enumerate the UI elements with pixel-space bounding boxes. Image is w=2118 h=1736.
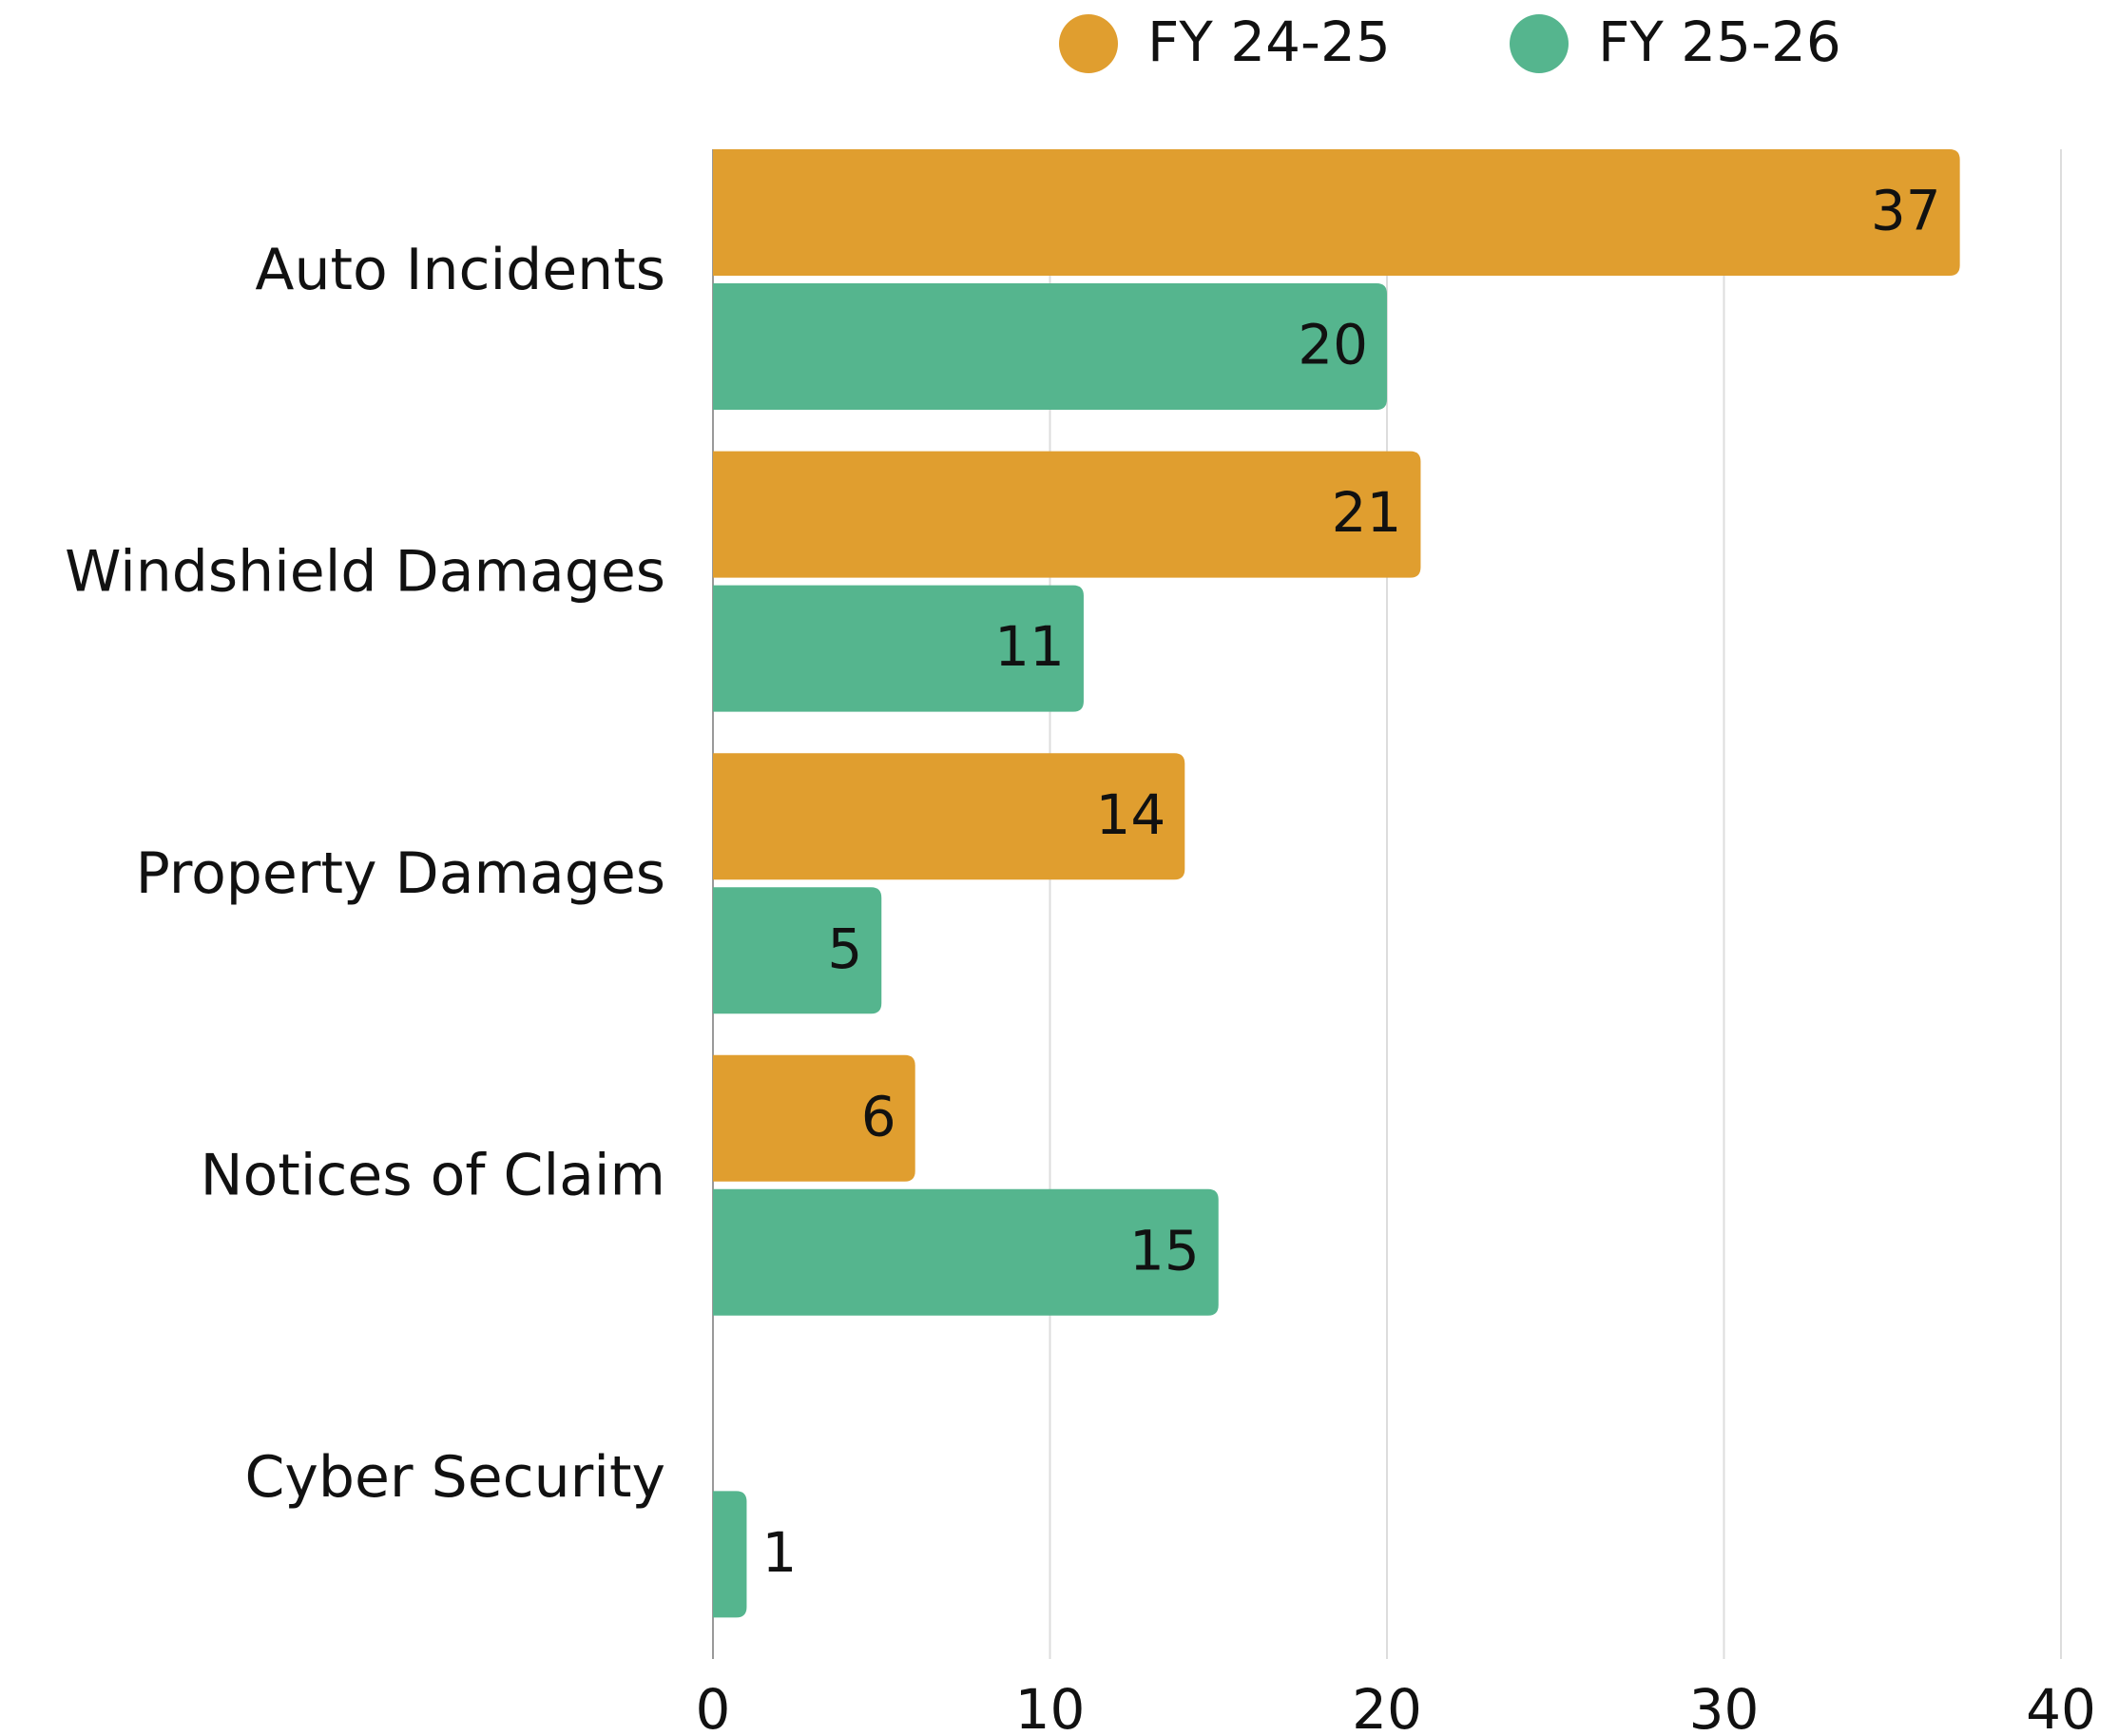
bar <box>713 887 882 1014</box>
category-label: Notices of Claim <box>201 1143 665 1209</box>
category-label: Property Damages <box>136 840 665 907</box>
value-label: 5 <box>827 916 862 981</box>
bar <box>713 585 1084 712</box>
category-label: Auto Incidents <box>255 237 665 303</box>
value-label: 1 <box>761 1520 797 1585</box>
bar <box>713 1054 915 1182</box>
value-label: 15 <box>1129 1218 1200 1283</box>
bar <box>713 753 1185 880</box>
bar <box>713 1188 1219 1316</box>
value-label: 21 <box>1332 480 1402 545</box>
x-tick-label: 20 <box>1352 1677 1422 1736</box>
x-tick-label: 10 <box>1015 1677 1086 1736</box>
value-label: 14 <box>1095 782 1165 847</box>
legend-label: FY 24-25 <box>1147 10 1391 74</box>
legend-swatch <box>1510 14 1569 73</box>
category-label: Cyber Security <box>244 1444 665 1511</box>
legend-label: FY 25-26 <box>1598 10 1841 74</box>
bar <box>713 283 1387 410</box>
x-tick-label: 30 <box>1689 1677 1760 1736</box>
bar <box>713 1491 747 1618</box>
value-label: 20 <box>1298 313 1368 377</box>
bar <box>713 451 1421 578</box>
category-label: Windshield Damages <box>65 538 665 605</box>
bar <box>713 149 1960 276</box>
x-tick-label: 40 <box>2026 1677 2096 1736</box>
x-tick-label: 0 <box>696 1677 731 1736</box>
value-label: 11 <box>994 614 1065 679</box>
value-label: 6 <box>861 1084 896 1148</box>
value-label: 37 <box>1871 179 1941 243</box>
legend-swatch <box>1059 14 1118 73</box>
